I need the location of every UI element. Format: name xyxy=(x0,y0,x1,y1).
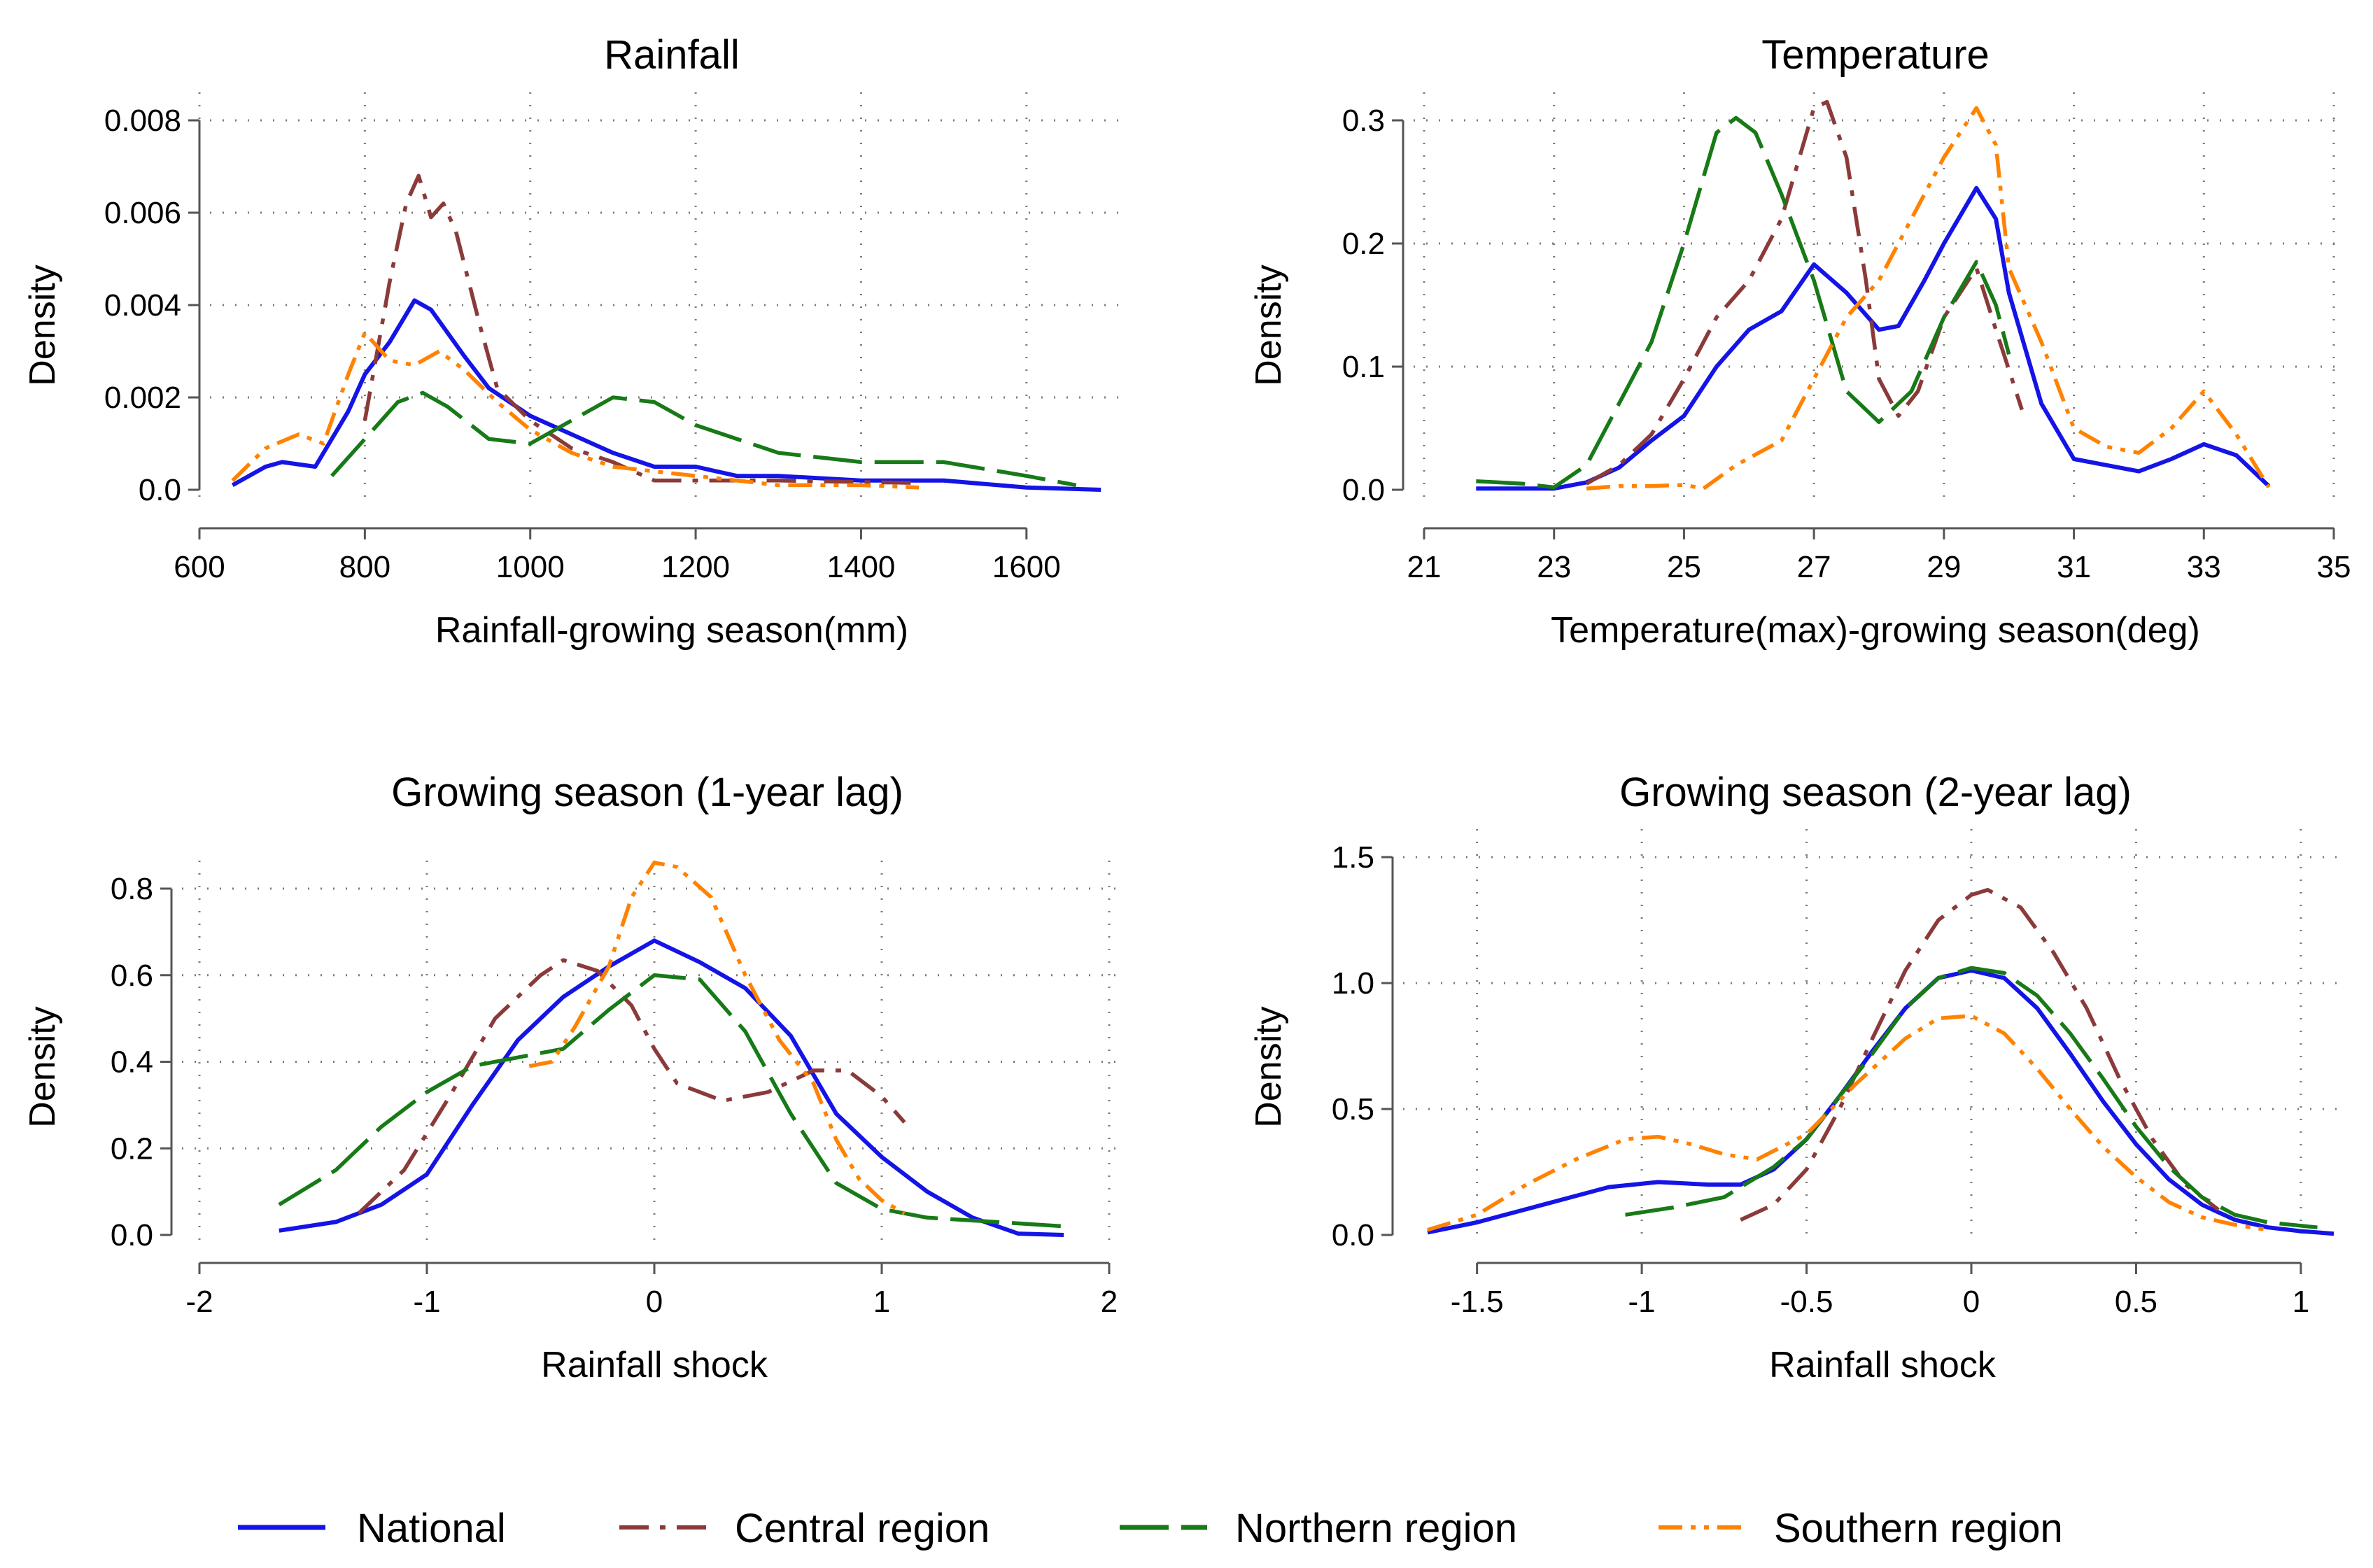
series-line-central-region xyxy=(357,958,906,1215)
x-tick-label: 1400 xyxy=(827,550,896,584)
series-line-national xyxy=(279,938,1064,1237)
panel-rainfall: 0.0 0.002 0.004 0.006 0.008 600 800 1000 1200 140… xyxy=(104,92,1120,584)
y-tick-label: 0.004 xyxy=(104,288,181,323)
series-line-northern-region xyxy=(1476,115,2011,490)
y-tick-label: 1.5 xyxy=(1332,840,1374,875)
y-tick-label: 0.8 xyxy=(111,872,153,906)
x-tick-label: 1600 xyxy=(992,550,1061,584)
panel-title-1yr-lag: Growing season (1-year lag) xyxy=(391,770,903,815)
series-line-southern-region xyxy=(1586,106,2271,490)
panel-1yr-lag: 0.0 0.2 0.4 0.6 0.8 -2 -1 0 1 2 xyxy=(111,861,1120,1319)
y-tick-label: 0.0 xyxy=(139,473,181,507)
y-tick-label: 0.2 xyxy=(111,1131,153,1166)
x-tick-label: 21 xyxy=(1407,550,1442,584)
x-tick-label: -1.5 xyxy=(1451,1285,1504,1319)
x-tick-label: 27 xyxy=(1797,550,1831,584)
y-tick-label: 0.4 xyxy=(111,1045,153,1080)
x-tick-label: 800 xyxy=(339,550,390,584)
x-tick-label: 0 xyxy=(646,1285,663,1319)
legend-label-southern: Southern region xyxy=(1774,1506,2063,1551)
series-line-northern-region xyxy=(278,973,1064,1229)
y-tick-label: 0.5 xyxy=(1332,1092,1374,1126)
series-line-northern-region xyxy=(1625,966,2318,1229)
series-line-central-region xyxy=(1740,888,2220,1222)
x-axis-title-1yr-lag: Rainfall shock xyxy=(541,1345,768,1385)
x-tick-label: -1 xyxy=(413,1285,440,1319)
panel-2yr-lag: 0.0 0.5 1.0 1.5 -1.5 -1 -0.5 0 0.5 1 xyxy=(1332,829,2344,1319)
x-axis-title-temperature: Temperature(max)-growing season(deg) xyxy=(1551,610,2200,651)
legend-label-national: National xyxy=(357,1506,506,1551)
series-line-southern-region xyxy=(1427,1014,2269,1232)
legend-label-central: Central region xyxy=(735,1506,990,1551)
x-tick-label: 25 xyxy=(1667,550,1701,584)
y-tick-label: 0.3 xyxy=(1342,104,1385,138)
x-tick-label: 600 xyxy=(174,550,225,584)
y-tick-label: 0.2 xyxy=(1342,227,1385,261)
x-tick-label: -0.5 xyxy=(1780,1285,1833,1319)
y-tick-label: 0.0 xyxy=(1342,473,1385,507)
x-tick-label: 23 xyxy=(1537,550,1571,584)
y-axis-title-rainfall: Density xyxy=(22,264,63,386)
x-tick-label: 0 xyxy=(1963,1285,1980,1319)
y-tick-label: 0.002 xyxy=(104,381,181,415)
y-tick-label: 0.0 xyxy=(1332,1218,1374,1252)
panel-title-rainfall: Rainfall xyxy=(604,32,739,78)
series-line-northern-region xyxy=(330,390,1077,488)
y-tick-label: 0.0 xyxy=(111,1218,153,1252)
series-line-central-region xyxy=(1585,99,2024,486)
series-line-southern-region xyxy=(528,861,906,1215)
x-tick-label: 33 xyxy=(2187,550,2221,584)
x-tick-label: 0.5 xyxy=(2115,1285,2157,1319)
y-tick-label: 0.008 xyxy=(104,104,181,138)
x-tick-label: 31 xyxy=(2057,550,2091,584)
panel-title-temperature: Temperature xyxy=(1761,32,1990,78)
series-line-national xyxy=(1476,185,2271,491)
y-tick-label: 1.0 xyxy=(1332,966,1374,1001)
x-tick-label: 35 xyxy=(2317,550,2351,584)
x-tick-label: 1000 xyxy=(496,550,565,584)
y-tick-label: 0.1 xyxy=(1342,350,1385,384)
legend: National Central region Northern region … xyxy=(238,1506,2063,1551)
series-line-central-region xyxy=(362,174,911,485)
x-tick-label: 1 xyxy=(873,1285,890,1319)
x-axis-title-2yr-lag: Rainfall shock xyxy=(1769,1345,1997,1385)
y-axis-title-temperature: Density xyxy=(1248,264,1289,386)
x-tick-label: 2 xyxy=(1101,1285,1118,1319)
series-line-southern-region xyxy=(231,330,920,490)
x-tick-label: -1 xyxy=(1628,1285,1656,1319)
panel-title-2yr-lag: Growing season (2-year lag) xyxy=(1619,770,2132,815)
panel-temperature: 0.0 0.1 0.2 0.3 21 23 25 27 29 31 33 35 xyxy=(1342,92,2351,584)
y-tick-label: 0.6 xyxy=(111,959,153,993)
x-tick-label: -2 xyxy=(185,1285,213,1319)
y-axis-title-2yr-lag: Density xyxy=(1248,1006,1289,1127)
legend-label-northern: Northern region xyxy=(1235,1506,1517,1551)
x-tick-label: 29 xyxy=(1927,550,1961,584)
y-axis-title-1yr-lag: Density xyxy=(22,1006,63,1127)
x-tick-label: 1 xyxy=(2293,1285,2309,1319)
x-axis-title-rainfall: Rainfall-growing season(mm) xyxy=(435,610,908,651)
x-tick-label: 1200 xyxy=(661,550,730,584)
y-tick-label: 0.006 xyxy=(104,196,181,230)
